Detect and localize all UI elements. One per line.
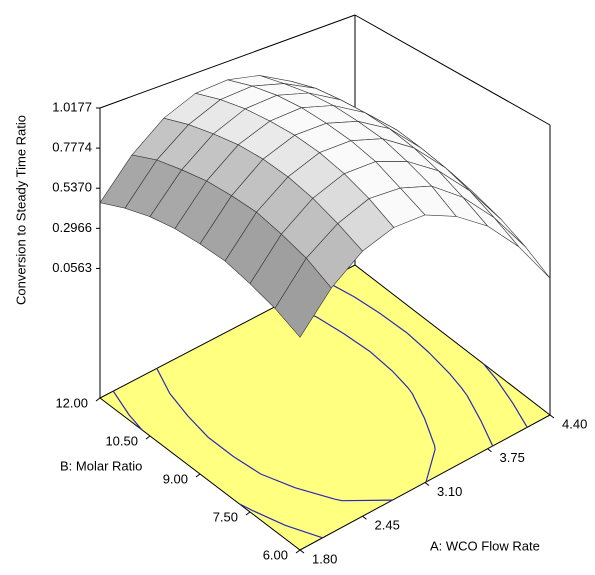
x-tick xyxy=(487,448,492,453)
x-tick-label: 2.45 xyxy=(375,518,400,533)
y-tick xyxy=(145,435,151,440)
box-edge xyxy=(99,14,356,109)
y-tick xyxy=(95,397,101,402)
z-axis-label: Conversion to Steady Time Ratio xyxy=(13,115,28,305)
y-tick-label: 7.50 xyxy=(213,509,238,524)
contour-line xyxy=(112,280,494,539)
z-tick-label: 1.0177 xyxy=(52,99,92,114)
y-axis-label: B: Molar Ratio xyxy=(60,458,142,473)
y-tick xyxy=(195,473,201,478)
surface-patch xyxy=(462,197,520,248)
surface-patch xyxy=(274,257,332,338)
z-tick-label: 0.2966 xyxy=(52,220,92,235)
y-tick xyxy=(295,549,301,554)
surface-patch xyxy=(494,217,551,279)
x-tick-label: 3.75 xyxy=(500,450,525,465)
y-tick xyxy=(245,511,251,516)
x-tick xyxy=(362,515,367,520)
contour-line xyxy=(156,304,436,502)
contour-line xyxy=(482,363,528,428)
y-tick-label: 12.00 xyxy=(55,395,88,410)
x-tick-label: 1.80 xyxy=(312,551,337,566)
x-tick xyxy=(549,414,555,419)
floor xyxy=(99,264,551,551)
x-tick xyxy=(424,482,430,486)
y-tick-label: 9.00 xyxy=(163,471,188,486)
x-axis-label: A: WCO Flow Rate xyxy=(430,538,540,553)
z-tick-label: 0.7774 xyxy=(52,140,92,155)
x-tick-label: 3.10 xyxy=(437,484,462,499)
x-tick-label: 4.40 xyxy=(562,416,587,431)
z-tick-label: 0.0563 xyxy=(52,260,92,275)
box-edge xyxy=(354,14,551,126)
y-tick-label: 6.00 xyxy=(263,547,288,562)
z-tick-label: 0.5370 xyxy=(52,180,92,195)
y-tick-label: 10.50 xyxy=(105,433,138,448)
x-tick xyxy=(299,549,305,554)
